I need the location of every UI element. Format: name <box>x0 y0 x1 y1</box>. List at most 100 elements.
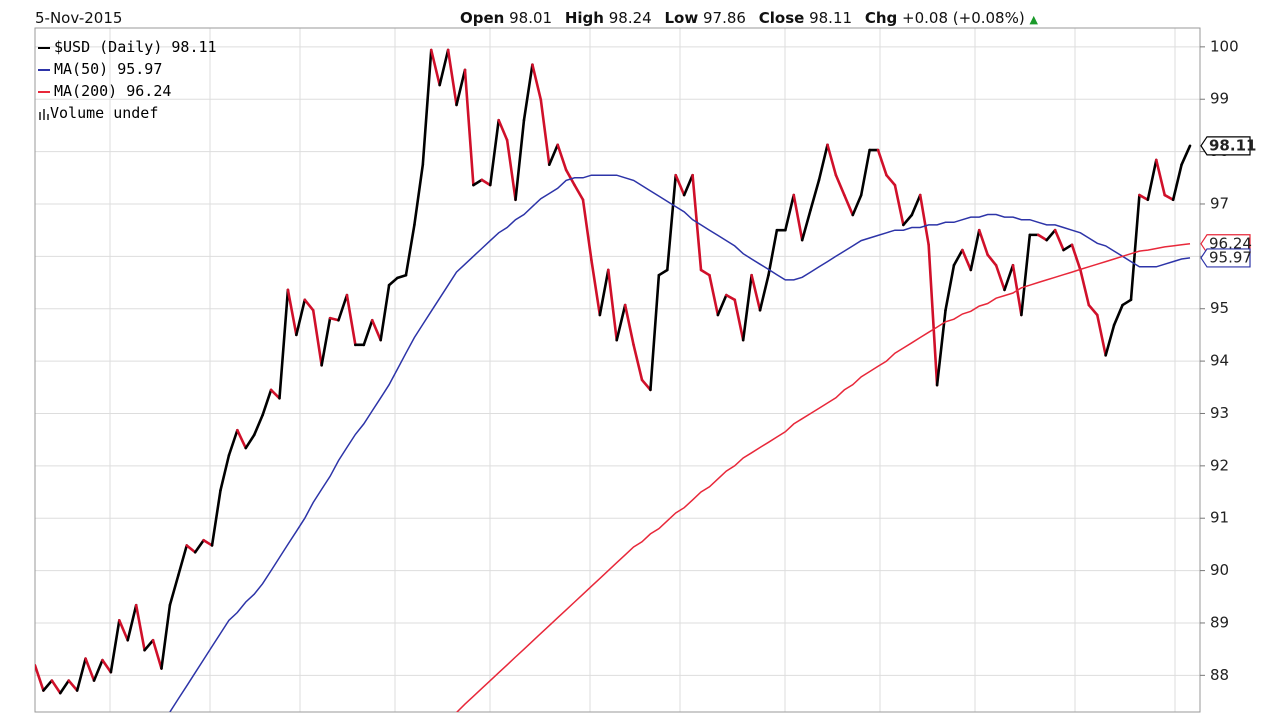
price-segment <box>1163 193 1175 202</box>
price-segment <box>160 603 172 670</box>
value-box <box>1200 248 1251 268</box>
legend-value: 98.11 <box>171 38 217 56</box>
price-segment <box>1095 313 1107 357</box>
price-segment <box>969 228 981 272</box>
price-segment <box>1104 323 1116 357</box>
date: 5-Nov-2015 <box>35 9 123 27</box>
price-segment <box>564 168 576 187</box>
legend-item: Volume undef <box>38 102 217 124</box>
price-segment <box>859 148 871 197</box>
value-box <box>1200 136 1251 156</box>
price-segment <box>1087 303 1099 317</box>
quote-label: Low <box>664 9 699 27</box>
price-segment <box>84 657 96 682</box>
price-segment <box>261 388 273 417</box>
price-segment <box>615 303 627 342</box>
price-segment <box>522 63 534 122</box>
price-segment <box>817 143 829 182</box>
price-segment <box>657 268 669 277</box>
price-segment <box>800 208 812 242</box>
price-segment <box>472 178 484 187</box>
price-segment <box>236 428 248 450</box>
price-segment <box>303 298 315 312</box>
price-segment <box>632 343 644 382</box>
price-segment <box>598 268 610 317</box>
price-segment <box>1180 144 1192 166</box>
price-segment <box>741 273 753 342</box>
price-segment <box>252 413 264 437</box>
price-segment <box>455 68 467 107</box>
quote-value: 98.01 <box>509 9 553 27</box>
price-segment <box>387 276 399 287</box>
price-segment <box>893 183 905 227</box>
price-segment <box>944 263 956 312</box>
price-segment <box>716 293 728 317</box>
y-tick-label: 94 <box>1210 352 1229 370</box>
price-segment <box>379 283 391 342</box>
price-segment <box>649 273 661 392</box>
price-segment <box>488 118 500 187</box>
price-segment <box>1062 243 1074 252</box>
price-segment <box>42 679 54 692</box>
price-segment <box>185 544 197 554</box>
legend-item: MA(200) 96.24 <box>38 80 217 102</box>
price-segment <box>699 268 711 277</box>
price-segment <box>581 198 593 262</box>
price-segment <box>885 173 897 187</box>
price-segment <box>665 173 678 272</box>
y-tick-label: 91 <box>1210 509 1229 527</box>
quote-value: 97.86 <box>703 9 746 27</box>
legend-value: 96.24 <box>126 82 172 100</box>
y-tick-label: 92 <box>1210 456 1229 474</box>
price-segment <box>733 298 745 342</box>
legend-value: 95.97 <box>117 60 163 78</box>
price-segment <box>708 273 720 317</box>
price-segment <box>278 288 290 400</box>
price-segment <box>210 489 222 547</box>
quote-label: High <box>564 9 604 27</box>
price-segment <box>1045 228 1057 242</box>
value-box-label: 95.97 <box>1209 248 1252 266</box>
price-segment <box>75 657 87 692</box>
price-segment <box>623 303 635 347</box>
price-segment <box>986 253 998 267</box>
price-segment <box>101 658 113 674</box>
price-segment <box>505 138 517 202</box>
price-segment <box>977 228 989 257</box>
up-arrow: ▲ <box>1029 13 1038 26</box>
price-segment <box>497 118 509 142</box>
price-segment <box>750 273 762 312</box>
price-segment <box>826 143 838 177</box>
price-segment <box>92 658 104 682</box>
price-segment <box>514 118 526 202</box>
price-segment <box>67 679 79 692</box>
quote-value: 98.24 <box>608 9 652 27</box>
price-segment <box>193 538 205 554</box>
price-segment <box>1112 303 1124 327</box>
legend-label: $USD (Daily) <box>54 38 163 56</box>
price-segment <box>1171 163 1183 202</box>
price-segment <box>480 178 492 187</box>
price-segment <box>674 173 686 197</box>
price-segment <box>725 293 737 302</box>
price-segment <box>994 263 1006 292</box>
price-segment <box>1138 193 1150 202</box>
price-segment <box>1121 298 1133 307</box>
price-segment <box>168 574 180 607</box>
y-tick-label: 89 <box>1210 613 1229 631</box>
price-segment <box>362 318 374 347</box>
value-box-label: 98.11 <box>1209 136 1256 154</box>
price-segment <box>918 193 930 247</box>
price-segment <box>429 48 441 87</box>
price-segment <box>337 293 349 322</box>
price-segment <box>876 148 888 177</box>
price-segment <box>573 183 585 202</box>
y-tick-label: 97 <box>1210 194 1229 212</box>
plot-frame <box>34 27 1201 713</box>
price-segment <box>531 63 543 102</box>
price-segment <box>640 378 652 392</box>
legend: $USD (Daily) 98.11 MA(50) 95.97 MA(200) … <box>38 36 217 124</box>
price-segment <box>606 268 619 342</box>
price-segment <box>311 308 323 367</box>
